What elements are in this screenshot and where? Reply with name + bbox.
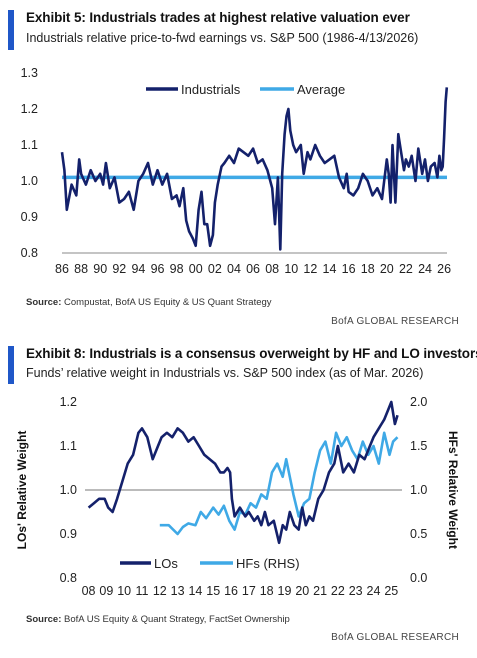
y2-tick-label: 0.5 xyxy=(410,527,427,541)
x-tick-label: 96 xyxy=(151,262,165,276)
y2-axis-title: HFs' Relative Weight xyxy=(446,431,460,549)
legend-label-los: LOs xyxy=(154,556,178,571)
x-tick-label: 04 xyxy=(227,262,241,276)
x-tick-label: 20 xyxy=(295,584,309,598)
exhibit-8-subtitle: Funds’ relative weight in Industrials vs… xyxy=(26,366,424,380)
x-tick-label: 88 xyxy=(74,262,88,276)
x-tick-label: 08 xyxy=(82,584,96,598)
x-tick-label: 26 xyxy=(437,262,451,276)
x-tick-label: 13 xyxy=(171,584,185,598)
exhibit-5-chart: 1.3 1.2 1.1 1.0 0.9 0.8 86 88 90 92 94 96 98 00 02 04 06… xyxy=(21,66,452,276)
los-line xyxy=(87,400,399,545)
x-tick-label: 94 xyxy=(131,262,145,276)
x-tick-label: 10 xyxy=(284,262,298,276)
x-tick-label: 08 xyxy=(265,262,279,276)
exhibit-8-source: Source: BofA US Equity & Quant Strategy,… xyxy=(26,614,290,625)
x-tick-label: 18 xyxy=(260,584,274,598)
x-tick-label: 22 xyxy=(399,262,413,276)
x-tick-label: 11 xyxy=(135,584,148,598)
y2-tick-label: 0.0 xyxy=(410,571,427,585)
x-tick-label: 16 xyxy=(224,584,238,598)
x-tick-label: 12 xyxy=(303,262,317,276)
x-tick-label: 98 xyxy=(170,262,184,276)
accent-bar xyxy=(8,346,14,384)
x-tick-label: 25 xyxy=(384,584,398,598)
y-tick-label: 0.8 xyxy=(21,246,38,260)
x-tick-label: 21 xyxy=(313,584,327,598)
x-tick-label: 92 xyxy=(112,262,126,276)
y-tick-label: 0.9 xyxy=(21,210,38,224)
x-tick-label: 17 xyxy=(242,584,256,598)
y-tick-label: 1.1 xyxy=(60,439,77,453)
x-tick-label: 10 xyxy=(117,584,131,598)
y-tick-label: 1.1 xyxy=(21,138,38,152)
exhibit-8-title: Exhibit 8: Industrials is a consensus ov… xyxy=(26,346,477,361)
x-tick-label: 12 xyxy=(153,584,167,598)
exhibit-8-brand: BofA GLOBAL RESEARCH xyxy=(331,632,459,643)
y2-tick-label: 2.0 xyxy=(410,395,427,409)
y-tick-label: 1.2 xyxy=(21,102,38,116)
x-tick-label: 24 xyxy=(418,262,432,276)
source-text: Compustat, BofA US Equity & US Quant Str… xyxy=(61,297,272,308)
legend-label-average: Average xyxy=(297,82,345,97)
exhibit-5-title: Exhibit 5: Industrials trades at highest… xyxy=(26,10,410,25)
x-tick-label: 14 xyxy=(188,584,202,598)
industrials-line xyxy=(60,87,449,251)
x-tick-label: 16 xyxy=(342,262,356,276)
legend-label-industrials: Industrials xyxy=(181,82,241,97)
y-tick-label: 1.0 xyxy=(21,174,38,188)
x-tick-label: 15 xyxy=(206,584,220,598)
y-tick-label: 0.8 xyxy=(60,571,77,585)
exhibit-8-chart: 1.2 1.1 1.0 0.9 0.8 2.0 1.5 1.0 0.5 0.0 08 09 10 11 12… xyxy=(15,395,460,598)
y-axis-title: LOs' Relative Weight xyxy=(15,431,29,550)
x-tick-label: 18 xyxy=(361,262,375,276)
exhibit-5: Exhibit 5: Industrials trades at highest… xyxy=(8,10,459,327)
source-label: Source: xyxy=(26,614,62,625)
y-tick-label: 1.0 xyxy=(60,483,77,497)
y-tick-label: 0.9 xyxy=(60,527,77,541)
y-tick-label: 1.3 xyxy=(21,66,38,80)
y2-tick-label: 1.5 xyxy=(410,439,427,453)
accent-bar xyxy=(8,10,14,50)
x-tick-label: 00 xyxy=(189,262,203,276)
hfs-line xyxy=(159,431,399,536)
source-label: Source: xyxy=(26,297,62,308)
exhibit-5-subtitle: Industrials relative price-to-fwd earnin… xyxy=(26,31,419,45)
y2-tick-label: 1.0 xyxy=(410,483,427,497)
exhibit-5-brand: BofA GLOBAL RESEARCH xyxy=(331,316,459,327)
legend-label-hfs: HFs (RHS) xyxy=(236,556,300,571)
x-tick-label: 19 xyxy=(278,584,292,598)
exhibit-5-source: Source: Compustat, BofA US Equity & US Q… xyxy=(26,297,272,308)
exhibit-8: Exhibit 8: Industrials is a consensus ov… xyxy=(0,338,477,658)
x-tick-label: 09 xyxy=(99,584,113,598)
x-tick-label: 06 xyxy=(246,262,260,276)
x-tick-label: 02 xyxy=(208,262,222,276)
x-tick-label: 23 xyxy=(349,584,363,598)
x-tick-label: 24 xyxy=(367,584,381,598)
x-tick-label: 20 xyxy=(380,262,394,276)
y-tick-label: 1.2 xyxy=(60,395,77,409)
x-tick-label: 86 xyxy=(55,262,69,276)
x-tick-label: 14 xyxy=(323,262,337,276)
source-text: BofA US Equity & Quant Strategy, FactSet… xyxy=(61,614,290,625)
x-tick-label: 22 xyxy=(331,584,345,598)
x-tick-label: 90 xyxy=(93,262,107,276)
